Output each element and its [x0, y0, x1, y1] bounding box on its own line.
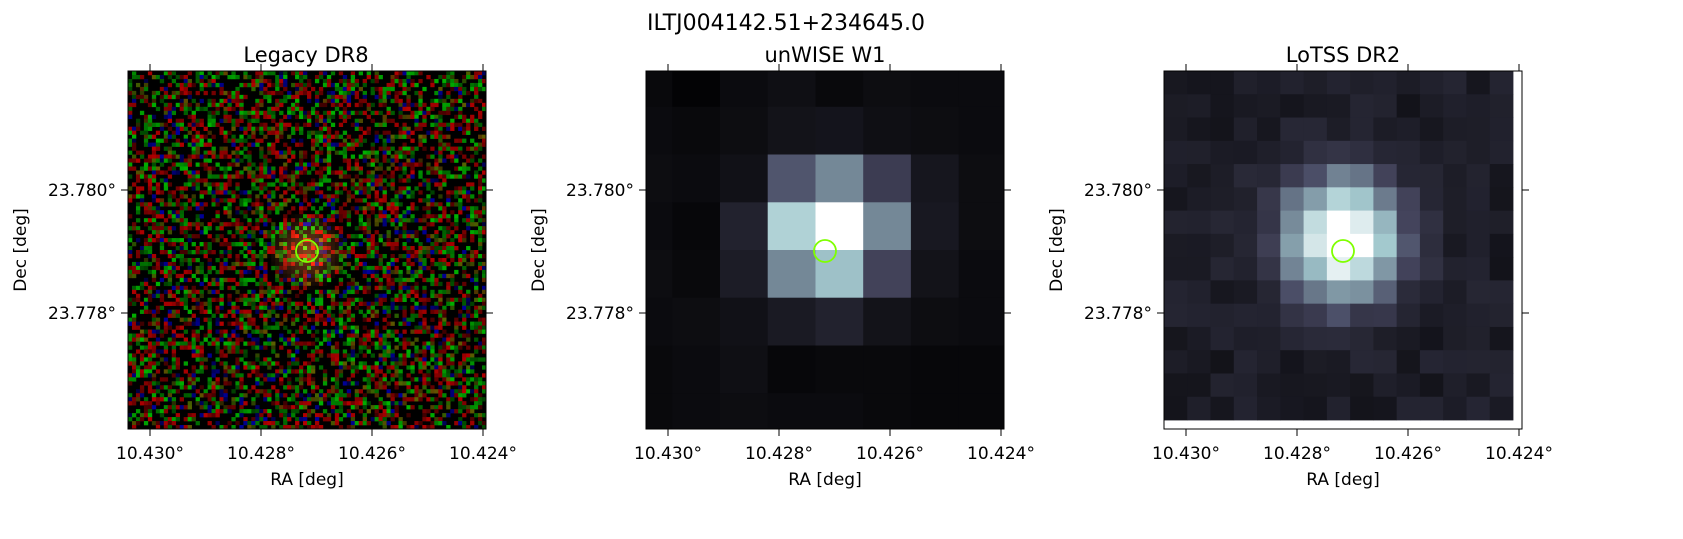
panel-title: Legacy DR8 — [243, 43, 368, 67]
unwise-image — [646, 71, 1005, 430]
x-tick-label: 10.424° — [967, 444, 1035, 464]
x-ticks — [667, 64, 1002, 436]
axes-frame — [127, 70, 487, 430]
source-marker — [295, 239, 319, 263]
x-tick-label: 10.430° — [1152, 444, 1220, 464]
x-tick-label: 10.424° — [449, 444, 517, 464]
panel-title: LoTSS DR2 — [1286, 43, 1400, 67]
axes-frame — [1163, 70, 1523, 430]
y-axis-label: Dec [deg] — [11, 208, 31, 292]
lotss-image — [1164, 71, 1514, 421]
y-tick-label: 23.778° — [566, 304, 634, 324]
axes-frame — [645, 70, 1005, 430]
y-ticks — [639, 189, 1011, 314]
y-tick-label: 23.780° — [1084, 181, 1152, 201]
x-tick-label: 10.426° — [338, 444, 406, 464]
x-ticks — [149, 64, 484, 436]
panel-unwise: unWISE W1 10.430° 10.428° 10.426° 10.424… — [529, 43, 1035, 490]
y-tick-label: 23.780° — [48, 181, 116, 201]
x-tick-label: 10.430° — [116, 444, 184, 464]
panel-lotss: LoTSS DR2 10.430° 10.428° 10.426° 10.424… — [1047, 43, 1553, 490]
y-tick-label: 23.780° — [566, 181, 634, 201]
x-tick-label: 10.426° — [856, 444, 924, 464]
x-tick-label: 10.430° — [634, 444, 702, 464]
y-tick-label: 23.778° — [1084, 304, 1152, 324]
x-tick-label: 10.426° — [1374, 444, 1442, 464]
y-ticks — [121, 189, 493, 314]
x-axis-label: RA [deg] — [788, 470, 861, 490]
y-ticks — [1157, 189, 1529, 314]
x-axis-label: RA [deg] — [270, 470, 343, 490]
x-ticks — [1185, 64, 1520, 436]
y-axis-label: Dec [deg] — [1047, 208, 1067, 292]
figure-title: ILTJ004142.51+234645.0 — [647, 11, 925, 36]
source-marker — [813, 239, 837, 263]
x-axis-label: RA [deg] — [1306, 470, 1379, 490]
x-tick-label: 10.428° — [227, 444, 295, 464]
panel-legacy: Legacy DR8 10.430° 10.428° 10.426° 10.42… — [11, 43, 517, 490]
x-tick-label: 10.424° — [1485, 444, 1553, 464]
y-axis-label: Dec [deg] — [529, 208, 549, 292]
x-tick-label: 10.428° — [1263, 444, 1331, 464]
legacy-image — [128, 71, 487, 430]
source-marker — [1331, 239, 1355, 263]
panel-title: unWISE W1 — [765, 43, 886, 67]
x-tick-label: 10.428° — [745, 444, 813, 464]
y-tick-label: 23.778° — [48, 304, 116, 324]
